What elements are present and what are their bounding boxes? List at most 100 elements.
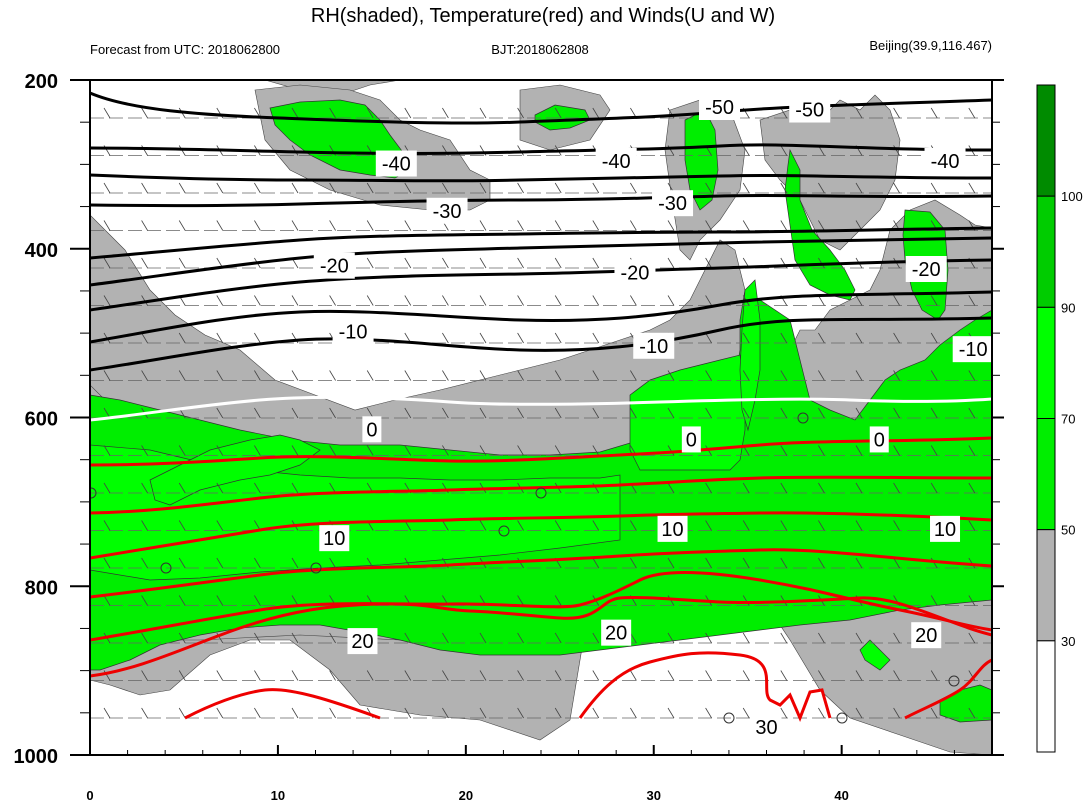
wind-barb-tick <box>404 632 412 644</box>
wind-barb-tick <box>554 220 562 231</box>
wind-barb-tick <box>705 370 712 381</box>
contour-label: -30 <box>433 201 462 223</box>
wind-barb-tick <box>442 632 449 644</box>
wind-barb-tick <box>254 445 261 456</box>
wind-barb-tick <box>141 370 148 381</box>
wind-barb-tick <box>554 445 562 456</box>
wind-barb-tick <box>893 445 900 456</box>
wind-barb-tick <box>705 332 712 344</box>
contour-label: -10 <box>959 339 988 361</box>
wind-barb-tick <box>442 332 449 344</box>
contour-label: 20 <box>605 623 627 645</box>
wind-barb-tick <box>517 332 524 344</box>
contour-label-box <box>362 416 382 443</box>
wind-barb-tick <box>103 407 111 419</box>
wind-barb-tick <box>291 295 299 306</box>
wind-barb-tick <box>742 557 750 569</box>
contour-cold <box>90 258 992 312</box>
contour-cold <box>90 173 992 183</box>
wind-barb-tick <box>780 482 788 494</box>
wind-barb-tick <box>968 707 976 719</box>
wind-barb-tick <box>705 557 712 569</box>
contour-label-box <box>911 622 942 649</box>
wind-barb-tick <box>705 407 712 419</box>
wind-barb-tick <box>291 407 299 419</box>
wind-barb-tick <box>592 220 600 231</box>
wind-barb-tick <box>178 557 186 569</box>
wind-barb-tick <box>291 482 299 494</box>
colorbar-label: 90 <box>1061 300 1075 315</box>
wind-barb-tick <box>103 520 111 531</box>
wind-barb-tick <box>178 632 186 644</box>
wind-barb-tick <box>667 632 675 644</box>
wind-barb-tick <box>103 595 111 606</box>
wind-barb-tick <box>329 707 336 719</box>
wind-barb-tick <box>291 595 299 606</box>
wind-barb-tick <box>855 295 863 306</box>
wind-barb-tick <box>742 670 750 681</box>
wind-barb-tick <box>818 445 825 456</box>
wind-barb-tick <box>329 182 336 194</box>
wind-barb-tick <box>141 670 148 681</box>
wind-barb-tick <box>141 595 148 606</box>
wind-barb-tick <box>404 670 412 681</box>
wind-barb-tick <box>329 370 336 381</box>
contour-warm <box>904 658 992 720</box>
wind-barb-tick <box>592 257 600 269</box>
wind-barb-tick <box>855 370 863 381</box>
y-tick-label: 200 <box>25 71 58 93</box>
wind-barb-tick <box>705 520 712 531</box>
contour-label: -40 <box>602 151 631 173</box>
wind-barb-tick <box>705 182 712 194</box>
contour-label-box <box>930 515 961 542</box>
contour-label-box <box>681 426 701 453</box>
contour-label: -10 <box>339 321 368 343</box>
contour-label: -20 <box>912 259 941 281</box>
wind-barb-tick <box>818 707 825 719</box>
x-tick-label: 20 <box>459 788 473 803</box>
contour-label: -40 <box>931 151 960 173</box>
wind-barb-tick <box>329 107 336 119</box>
wind-barb-tick <box>705 482 712 494</box>
wind-barb-tick <box>818 557 825 569</box>
wind-barb-tick <box>780 407 788 419</box>
contour-label: -20 <box>320 256 349 278</box>
wind-barb-tick <box>442 407 449 419</box>
wind-barb-tick <box>517 707 524 719</box>
wind-barb-tick <box>291 220 299 231</box>
wind-barb-tick <box>930 670 938 681</box>
wind-barb-tick <box>141 332 148 344</box>
contour-warm <box>90 475 992 515</box>
wind-barb-tick <box>404 220 412 231</box>
wind-barb-tick <box>592 707 600 719</box>
wind-barb-tick <box>742 370 750 381</box>
wind-barb-tick <box>329 220 336 231</box>
wind-barb-tick <box>479 370 487 381</box>
wind-barb-tick <box>254 407 261 419</box>
wind-barb-tick <box>742 220 750 231</box>
wind-barb-tick <box>930 332 938 344</box>
wind-barb-tick <box>893 295 900 306</box>
wind-barb-tick <box>855 520 863 531</box>
wind-barb-tick <box>742 520 750 531</box>
wind-barb-tick <box>893 182 900 194</box>
wind-barb-tick <box>254 632 261 644</box>
wind-barb-tick <box>517 557 524 569</box>
wind-barb-tick <box>630 370 637 381</box>
colorbar-label: 50 <box>1061 523 1075 538</box>
wind-barb-tick <box>855 407 863 419</box>
wind-barb-tick <box>855 445 863 456</box>
wind-barb-tick <box>930 595 938 606</box>
wind-barb-tick <box>216 220 224 231</box>
wind-barb-tick <box>254 295 261 306</box>
wind-barb-tick <box>818 295 825 306</box>
wind-barb-tick <box>780 557 788 569</box>
wind-barb-tick <box>329 407 336 419</box>
colorbar-segment <box>1036 418 1056 531</box>
wind-barb-tick <box>517 407 524 419</box>
wind-barb-tick <box>216 182 224 194</box>
wind-barb-tick <box>705 707 712 719</box>
wind-barb-tick <box>630 182 637 194</box>
wind-barb-tick <box>968 595 976 606</box>
wind-barb-tick <box>216 482 224 494</box>
